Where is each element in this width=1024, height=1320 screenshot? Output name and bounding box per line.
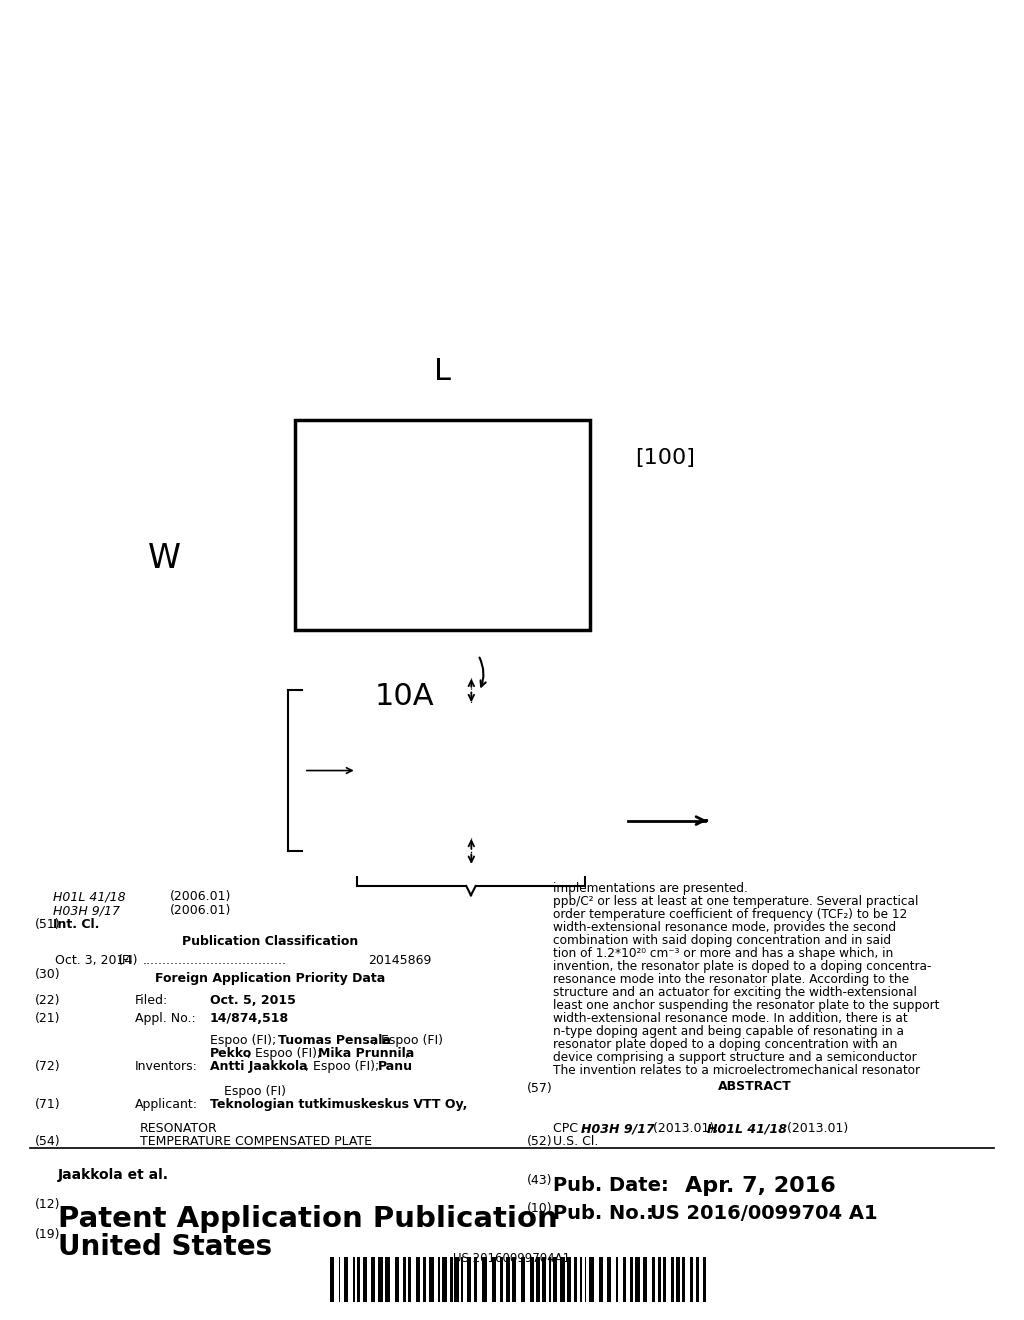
Text: Mika Prunnila: Mika Prunnila [318, 1047, 415, 1060]
Text: ABSTRACT: ABSTRACT [718, 1080, 792, 1093]
Text: implementations are presented.: implementations are presented. [553, 882, 748, 895]
Text: (2006.01): (2006.01) [170, 904, 231, 917]
Text: US 2016/0099704 A1: US 2016/0099704 A1 [650, 1204, 878, 1224]
Text: (FI): (FI) [118, 954, 138, 968]
Text: (10): (10) [527, 1203, 553, 1214]
Text: Espoo (FI);: Espoo (FI); [210, 1034, 281, 1047]
Text: (21): (21) [35, 1012, 60, 1026]
Text: width-extensional resonance mode. In addition, there is at: width-extensional resonance mode. In add… [553, 1012, 907, 1026]
Text: Oct. 5, 2015: Oct. 5, 2015 [210, 994, 296, 1007]
Text: 14/874,518: 14/874,518 [210, 1012, 289, 1026]
Text: order temperature coefficient of frequency (TCF₂) to be 12: order temperature coefficient of frequen… [553, 908, 907, 921]
Text: Panu: Panu [378, 1060, 413, 1073]
Text: H01L 41/18: H01L 41/18 [53, 890, 126, 903]
Text: Inventors:: Inventors: [135, 1060, 198, 1073]
Text: (43): (43) [527, 1173, 553, 1187]
Text: device comprising a support structure and a semiconductor: device comprising a support structure an… [553, 1051, 916, 1064]
Text: Pekko: Pekko [210, 1047, 252, 1060]
Text: Tuomas Pensala: Tuomas Pensala [278, 1034, 391, 1047]
Text: Jaakkola et al.: Jaakkola et al. [58, 1168, 169, 1181]
Text: [100]: [100] [635, 447, 695, 469]
Text: (12): (12) [35, 1199, 60, 1210]
Text: H01L 41/18: H01L 41/18 [707, 1122, 787, 1135]
Text: (2013.01);: (2013.01); [649, 1122, 723, 1135]
Text: , Espoo (FI);: , Espoo (FI); [305, 1060, 383, 1073]
Text: Espoo (FI): Espoo (FI) [224, 1085, 286, 1098]
Text: structure and an actuator for exciting the width-extensional: structure and an actuator for exciting t… [553, 986, 916, 999]
Text: combination with said doping concentration and in said: combination with said doping concentrati… [553, 935, 891, 946]
Text: Pub. Date:: Pub. Date: [553, 1176, 669, 1195]
Text: n-type doping agent and being capable of resonating in a: n-type doping agent and being capable of… [553, 1026, 904, 1038]
Text: (51): (51) [35, 917, 60, 931]
Text: US 20160099704A1: US 20160099704A1 [454, 1251, 570, 1265]
Text: (54): (54) [35, 1135, 60, 1148]
Text: Int. Cl.: Int. Cl. [53, 917, 99, 931]
Text: , Espoo (FI): , Espoo (FI) [373, 1034, 443, 1047]
Text: resonance mode into the resonator plate. According to the: resonance mode into the resonator plate.… [553, 973, 909, 986]
Text: L: L [434, 356, 451, 385]
Text: Publication Classification: Publication Classification [182, 935, 358, 948]
Text: Appl. No.:: Appl. No.: [135, 1012, 196, 1026]
Text: U.S. Cl.: U.S. Cl. [553, 1135, 598, 1148]
Text: (30): (30) [35, 968, 60, 981]
Text: least one anchor suspending the resonator plate to the support: least one anchor suspending the resonato… [553, 999, 939, 1012]
Text: (2013.01): (2013.01) [783, 1122, 848, 1135]
Text: (2006.01): (2006.01) [170, 890, 231, 903]
Text: Antti Jaakkola: Antti Jaakkola [210, 1060, 307, 1073]
Text: (57): (57) [527, 1082, 553, 1096]
Text: (72): (72) [35, 1060, 60, 1073]
Text: H03H 9/17: H03H 9/17 [53, 904, 120, 917]
Text: ,: , [406, 1047, 409, 1060]
Text: Applicant:: Applicant: [135, 1098, 198, 1111]
Text: (71): (71) [35, 1098, 60, 1111]
Text: 20145869: 20145869 [368, 954, 431, 968]
Text: Patent Application Publication: Patent Application Publication [58, 1205, 558, 1233]
Text: W: W [148, 543, 181, 576]
Text: TEMPERATURE COMPENSATED PLATE: TEMPERATURE COMPENSATED PLATE [140, 1135, 372, 1148]
Text: Filed:: Filed: [135, 994, 168, 1007]
Text: resonator plate doped to a doping concentration with an: resonator plate doped to a doping concen… [553, 1038, 897, 1051]
Text: United States: United States [58, 1233, 272, 1261]
Text: width-extensional resonance mode, provides the second: width-extensional resonance mode, provid… [553, 921, 896, 935]
Text: CPC .: CPC . [553, 1122, 590, 1135]
Text: invention, the resonator plate is doped to a doping concentra-: invention, the resonator plate is doped … [553, 960, 932, 973]
Text: (52): (52) [527, 1135, 553, 1148]
Text: 10A: 10A [375, 682, 434, 711]
Text: tion of 1.2*10²⁰ cm⁻³ or more and has a shape which, in: tion of 1.2*10²⁰ cm⁻³ or more and has a … [553, 946, 893, 960]
Text: RESONATOR: RESONATOR [140, 1122, 218, 1135]
Text: Teknologian tutkimuskeskus VTT Oy,: Teknologian tutkimuskeskus VTT Oy, [210, 1098, 467, 1111]
Text: ppb/C² or less at least at one temperature. Several practical: ppb/C² or less at least at one temperatu… [553, 895, 919, 908]
Text: Pub. No.:: Pub. No.: [553, 1204, 654, 1224]
Text: Oct. 3, 2014: Oct. 3, 2014 [55, 954, 132, 968]
Text: , Espoo (FI);: , Espoo (FI); [247, 1047, 326, 1060]
Text: (22): (22) [35, 994, 60, 1007]
Text: The invention relates to a microelectromechanical resonator: The invention relates to a microelectrom… [553, 1064, 920, 1077]
Text: H03H 9/17: H03H 9/17 [581, 1122, 654, 1135]
Text: Apr. 7, 2016: Apr. 7, 2016 [685, 1176, 836, 1196]
Text: Foreign Application Priority Data: Foreign Application Priority Data [155, 972, 385, 985]
Text: ....................................: .................................... [143, 954, 287, 968]
Text: (19): (19) [35, 1228, 60, 1241]
